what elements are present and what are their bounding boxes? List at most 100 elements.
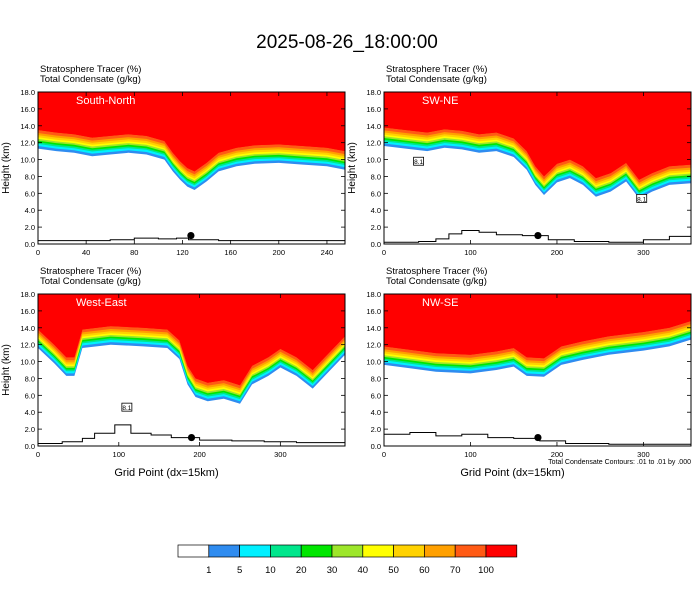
panel-header-condensate: Total Condensate (g/kg) (386, 276, 487, 287)
y-tick-label: 6.0 (371, 189, 381, 198)
panel-header-condensate: Total Condensate (g/kg) (40, 276, 141, 287)
legend-label: 40 (358, 565, 369, 576)
y-tick-label: 12.0 (20, 341, 35, 350)
station-marker (187, 433, 196, 442)
x-axis-label: Grid Point (dx=15km) (460, 467, 564, 479)
y-tick-label: 4.0 (25, 206, 35, 215)
contour-label: 8.1 (414, 159, 423, 166)
y-axis-label: Height (km) (1, 344, 12, 396)
y-tick-label: 4.0 (25, 408, 35, 417)
y-tick-label: 18.0 (366, 290, 381, 299)
y-tick-label: 8.0 (25, 374, 35, 383)
y-tick-label: 12.0 (20, 139, 35, 148)
panel-header-tracer: Stratosphere Tracer (%) (40, 266, 141, 277)
legend-label: 50 (388, 565, 399, 576)
station-marker (534, 231, 542, 240)
station-marker (187, 231, 195, 240)
panels: 0.0 2.0 4.0 6.0 8.0 10.0 12.0 14.0 16.0 18.0 0 40 80… (1, 64, 692, 479)
y-tick-label: 10.0 (20, 156, 35, 165)
legend-swatch-7 (393, 544, 425, 558)
y-tick-label: 6.0 (25, 391, 35, 400)
y-tick-label: 0.0 (371, 240, 381, 249)
legend-label: 1 (206, 565, 211, 576)
x-tick-label: 200 (551, 248, 564, 257)
legend-label: 70 (450, 565, 461, 576)
plot-frame (383, 91, 692, 245)
panel-3: 8.1 0.0 2.0 4.0 6.0 8.0 10.0 12.0 14.0 16.0 18.0 0 1… (1, 266, 346, 479)
legend-swatch-10 (485, 544, 518, 558)
y-tick-label: 10.0 (20, 358, 35, 367)
y-tick-label: 10.0 (366, 358, 381, 367)
legend-label: 5 (237, 565, 242, 576)
contour-label-box (121, 402, 133, 412)
contour-label-box (413, 156, 424, 166)
terrain-line (38, 424, 345, 444)
legend-swatch-1 (208, 544, 240, 558)
figure-title: 2025-08-26_18:00:00 (256, 32, 438, 53)
y-tick-label: 6.0 (371, 391, 381, 400)
legend-swatch-6 (362, 544, 394, 558)
plot-area: 8.1 8.1 (384, 92, 691, 244)
x-axis-label: Grid Point (dx=15km) (114, 467, 218, 479)
plot-area (38, 92, 345, 244)
x-tick-label: 200 (273, 248, 286, 257)
y-tick-label: 0.0 (25, 442, 35, 451)
terrain-line (38, 237, 345, 242)
y-tick-label: 4.0 (371, 408, 381, 417)
contour-label: 8.1 (637, 196, 646, 203)
y-tick-label: 12.0 (366, 341, 381, 350)
y-tick-label: 14.0 (20, 324, 35, 333)
contour-label: 8.1 (122, 405, 131, 412)
station-marker (534, 433, 542, 442)
color-legend: 1 5 10 20 30 40 50 60 70 100 (177, 544, 518, 576)
panel-label: NW-SE (422, 297, 458, 309)
y-tick-label: 14.0 (366, 122, 381, 131)
x-tick-label: 200 (551, 450, 564, 459)
legend-swatch-2 (239, 544, 271, 558)
legend-label: 20 (296, 565, 307, 576)
x-tick-label: 40 (82, 248, 90, 257)
x-tick-label: 300 (637, 450, 650, 459)
legend-swatch-8 (424, 544, 456, 558)
x-tick-label: 0 (382, 248, 386, 257)
terrain-line (384, 432, 691, 445)
panel-label: South-North (76, 95, 135, 107)
x-tick-label: 240 (321, 248, 334, 257)
panel-4: 0.0 2.0 4.0 6.0 8.0 10.0 12.0 14.0 16.0 18.0 0 100 2… (366, 266, 692, 479)
panel-2: 8.1 8.1 0.0 2.0 4.0 6.0 8.0 10.0 12.0 14.0 16.0 18.… (347, 64, 692, 257)
x-tick-label: 0 (36, 248, 40, 257)
panel-header-tracer: Stratosphere Tracer (%) (386, 64, 487, 75)
legend-swatch-9 (454, 544, 487, 558)
legend-swatch-0 (177, 544, 210, 558)
y-tick-label: 16.0 (366, 307, 381, 316)
legend-label: 30 (327, 565, 338, 576)
x-tick-label: 120 (176, 248, 189, 257)
y-tick-label: 2.0 (371, 425, 381, 434)
x-tick-label: 300 (637, 248, 650, 257)
y-tick-label: 6.0 (25, 189, 35, 198)
y-tick-label: 8.0 (371, 172, 381, 181)
x-tick-label: 0 (382, 450, 386, 459)
x-tick-label: 100 (464, 248, 477, 257)
contour-footnote: Total Condensate Contours: .01 to .01 by… (548, 459, 691, 466)
plot-area: 8.1 (38, 294, 345, 446)
x-tick-label: 100 (464, 450, 477, 459)
y-tick-label: 0.0 (25, 240, 35, 249)
tracer-stratosphere (38, 92, 345, 172)
plot-frame (37, 293, 346, 447)
y-tick-label: 4.0 (371, 206, 381, 215)
tracer-stratosphere (384, 294, 691, 359)
y-tick-label: 18.0 (20, 88, 35, 97)
y-tick-label: 10.0 (366, 156, 381, 165)
plot-frame (37, 91, 346, 245)
y-tick-label: 14.0 (20, 122, 35, 131)
plot-area (384, 294, 691, 446)
y-tick-label: 0.0 (371, 442, 381, 451)
panel-header-tracer: Stratosphere Tracer (%) (386, 266, 487, 277)
legend-swatch-3 (270, 544, 302, 558)
y-tick-label: 16.0 (20, 307, 35, 316)
x-tick-label: 160 (224, 248, 237, 257)
y-axis-label: Height (km) (1, 142, 12, 194)
y-tick-label: 14.0 (366, 324, 381, 333)
